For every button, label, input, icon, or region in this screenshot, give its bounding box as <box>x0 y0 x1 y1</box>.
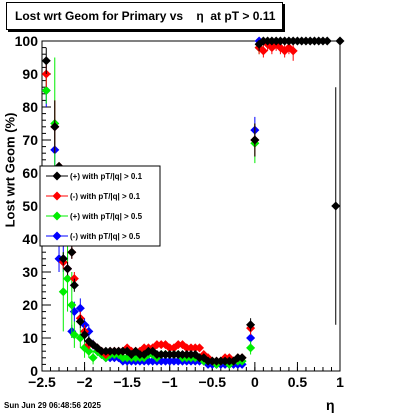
data-point <box>69 280 79 290</box>
legend-box <box>39 165 161 247</box>
data-point <box>88 353 98 363</box>
legend-marker <box>52 191 62 201</box>
x-axis-label: η <box>326 397 335 413</box>
y-axis-label: Lost wrt Geom (%) <box>2 112 18 228</box>
chart-title: Lost wrt Geom for Primary vs η at pT > 0… <box>15 9 276 23</box>
y-tick-label: 30 <box>22 264 38 280</box>
x-tick-label: −2.5 <box>28 374 56 390</box>
chart-marks <box>41 36 345 369</box>
y-tick-label: 100 <box>15 33 39 49</box>
data-point <box>75 303 85 313</box>
x-tick-label: −0.5 <box>198 374 226 390</box>
legend-label: (+) with pT/|q| > 0.1 <box>70 172 143 181</box>
x-tick-label: −1 <box>162 374 178 390</box>
y-tick-label: 80 <box>22 99 38 115</box>
data-point <box>322 36 332 46</box>
data-point <box>331 201 341 211</box>
chart-legend: (+) with pT/|q| > 0.1 (-) with pT/|q| > 0… <box>39 165 161 247</box>
data-point <box>75 317 85 326</box>
y-tick-label: 0 <box>30 363 38 379</box>
x-tick-label: −1.5 <box>113 374 141 390</box>
data-point <box>250 135 260 145</box>
data-point <box>335 36 345 46</box>
y-tick-label: 90 <box>22 66 38 82</box>
y-tick-label: 40 <box>22 231 38 247</box>
legend-label: (-) with pT/|q| > 0.1 <box>70 192 141 201</box>
data-point <box>246 343 256 353</box>
x-tick-label: −2 <box>77 374 93 390</box>
data-point <box>258 46 268 56</box>
y-tick-label: 10 <box>22 330 38 346</box>
data-point <box>195 343 205 353</box>
x-tick-label: 1 <box>336 374 344 390</box>
x-tick-label: 0 <box>251 374 259 390</box>
x-tick-label: 0.5 <box>288 374 308 390</box>
data-point <box>69 330 79 340</box>
data-point <box>246 333 256 343</box>
data-point <box>58 254 68 264</box>
data-point <box>84 346 94 356</box>
y-axis-label-box: Lost wrt Geom (%) <box>0 100 20 240</box>
data-point <box>63 264 73 274</box>
data-point <box>50 122 60 132</box>
legend-marker <box>52 231 62 241</box>
y-tick-label: 70 <box>22 132 38 148</box>
data-point <box>67 247 77 257</box>
y-tick-label: 50 <box>22 198 38 214</box>
y-tick-label: 20 <box>22 297 38 313</box>
data-point <box>288 46 298 56</box>
data-point <box>246 320 256 330</box>
data-point <box>237 353 247 363</box>
timestamp: Sun Jun 29 06:48:56 2025 <box>4 401 101 410</box>
legend-marker <box>52 211 62 221</box>
data-point <box>67 300 77 310</box>
chart-title-box: Lost wrt Geom for Primary vs η at pT > 0… <box>6 2 283 30</box>
y-tick-label: 60 <box>22 165 38 181</box>
data-point <box>41 86 51 95</box>
data-point <box>41 56 51 66</box>
legend-label: (-) with pT/|q| > 0.5 <box>70 232 141 241</box>
data-point <box>58 287 68 297</box>
legend-label: (+) with pT/|q| > 0.5 <box>70 212 143 221</box>
legend-marker <box>52 171 62 181</box>
data-point <box>63 274 73 284</box>
data-point <box>80 330 90 340</box>
